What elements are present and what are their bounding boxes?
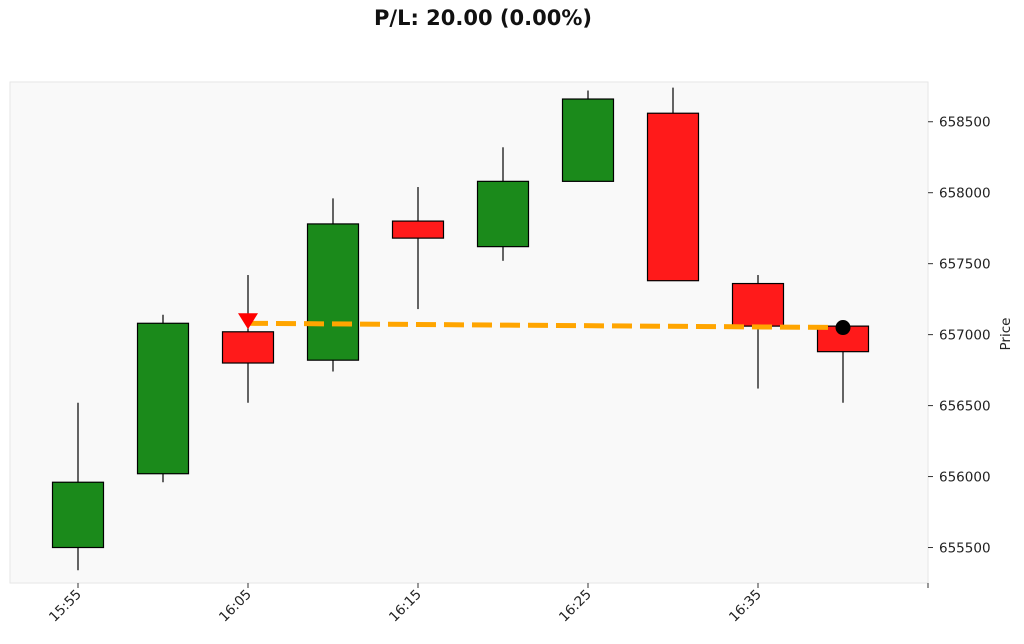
- candle-body: [221, 331, 275, 364]
- candle-1635: [731, 275, 785, 389]
- exit-marker: [835, 320, 851, 336]
- candles-layer: [51, 87, 870, 571]
- candle-1625: [561, 90, 615, 182]
- y-axis: 655500 656000 656500 657000 657500 658000 6585…: [928, 115, 991, 557]
- candle-1555: [51, 402, 105, 571]
- trade-line: [247, 320, 844, 331]
- candle-body: [306, 223, 360, 361]
- candle-body: [51, 481, 105, 549]
- candle-body: [646, 112, 700, 282]
- entry-marker: [238, 313, 258, 330]
- y-axis-label: Price: [998, 318, 1014, 351]
- y-tick-label: 658500: [939, 115, 991, 131]
- candle-1600: [136, 314, 190, 483]
- x-tick-label: 16:05: [216, 587, 255, 626]
- candle-1610: [306, 198, 360, 372]
- y-tick-label: 658000: [939, 186, 991, 202]
- trade-layer: [238, 313, 851, 336]
- candle-1620: [476, 147, 530, 261]
- x-axis: 15:55 16:05 16:15 16:25 16:35: [46, 583, 929, 626]
- y-tick-label: 657500: [939, 257, 991, 273]
- candle-1615: [391, 187, 445, 310]
- candle-body: [136, 322, 190, 475]
- y-tick-label: 656500: [939, 399, 991, 415]
- candle-1605: [221, 275, 275, 403]
- candle-1630: [646, 87, 700, 282]
- x-tick-label: 16:25: [556, 587, 595, 626]
- candle-body: [391, 220, 445, 239]
- candle-body: [476, 180, 530, 248]
- x-tick-label: 15:55: [46, 587, 85, 626]
- x-tick-label: 16:15: [386, 587, 425, 626]
- candle-body: [731, 282, 785, 327]
- x-tick-label: 16:35: [726, 587, 765, 626]
- chart-title: P/L: 20.00 (0.00%): [374, 6, 592, 30]
- y-tick-label: 657000: [939, 328, 991, 344]
- y-tick-label: 656000: [939, 470, 991, 486]
- candle-body: [561, 98, 615, 182]
- y-tick-label: 655500: [939, 541, 991, 557]
